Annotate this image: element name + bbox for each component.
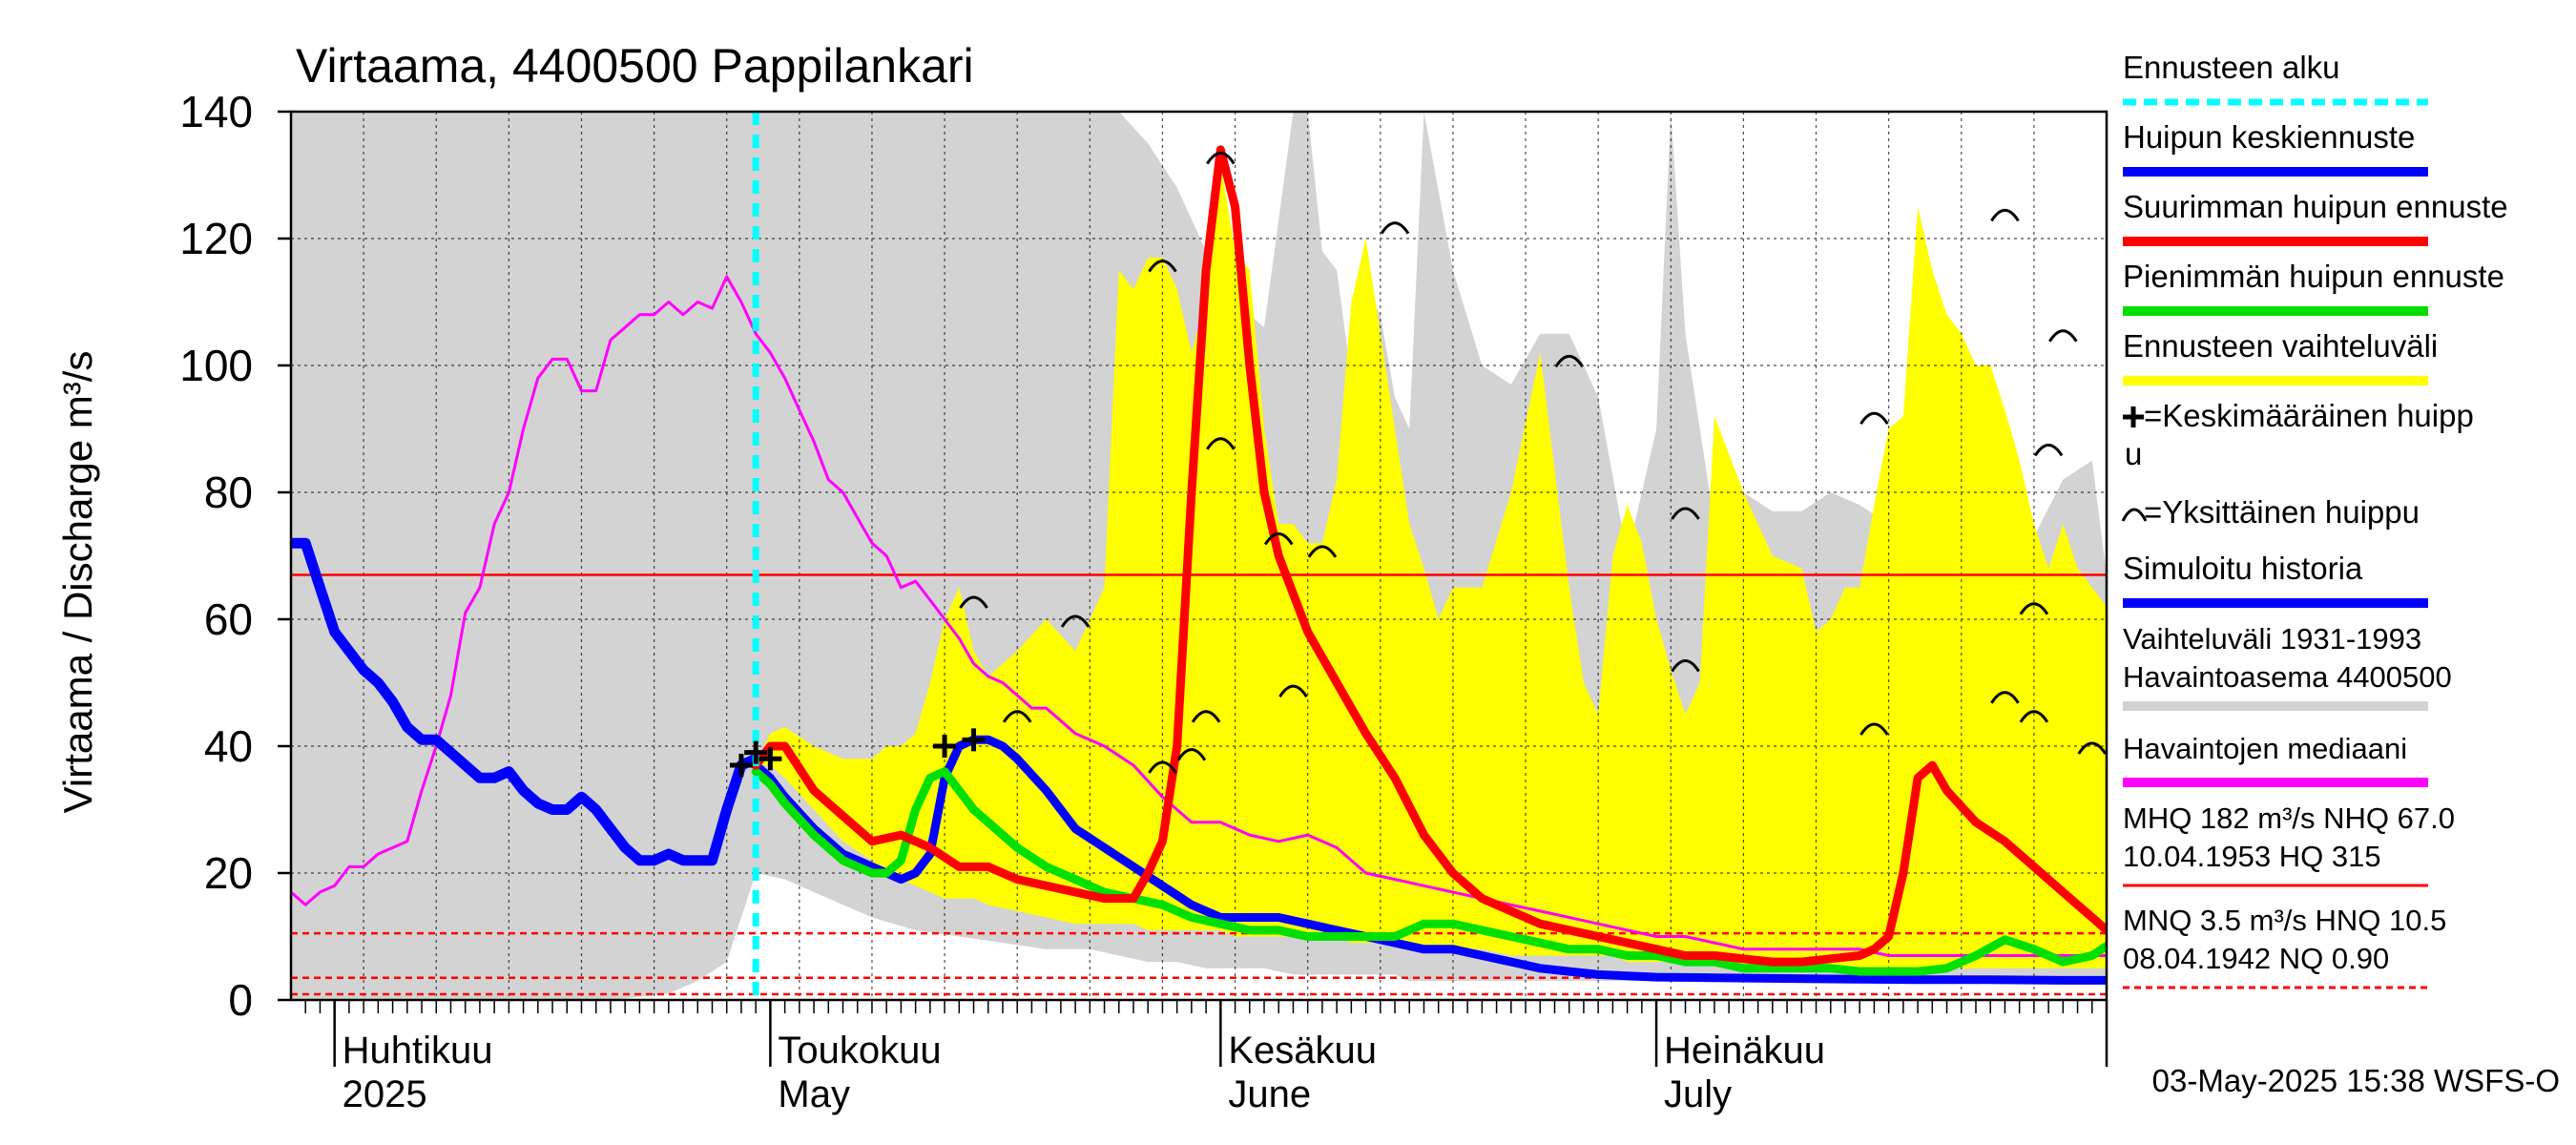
legend-item: Ennusteen alku [2123, 50, 2428, 106]
series-huipun-keskiennuste [751, 735, 2107, 985]
legend-label: =Keskimääräinen huipp [2144, 398, 2474, 433]
single-peak-marker [2019, 602, 2049, 615]
legend: Ennusteen alku Huipun keskiennuste Suurimm… [2121, 50, 2508, 989]
legend-item: =Keskimääräinen huippu [2123, 398, 2474, 471]
single-peak-marker [1554, 354, 1584, 368]
legend-label-2: Havaintoasema 4400500 [2123, 660, 2452, 694]
single-peak-marker [1002, 710, 1032, 723]
legend-label: MHQ 182 m³/s NHQ 67.0 [2123, 802, 2455, 835]
single-peak-marker [2077, 741, 2107, 755]
legend-item: =Yksittäinen huippu [2121, 494, 2420, 530]
single-peak-marker [1278, 684, 1308, 697]
month-label-fi: Heinäkuu [1664, 1030, 1825, 1072]
single-peak-marker [1859, 722, 1889, 736]
single-peak-marker [1191, 710, 1221, 723]
single-peak-marker [1148, 260, 1177, 273]
y-axis-label: Virtaama / Discharge m³/s [55, 351, 100, 814]
month-label-en: July [1664, 1073, 1732, 1115]
y-tick-label: 20 [204, 848, 253, 898]
month-label-fi: Toukokuu [778, 1030, 941, 1072]
series-suurimman-huipun-ennuste [751, 145, 2107, 967]
single-peak-marker [2033, 443, 2064, 457]
single-peak-marker [2019, 710, 2049, 723]
forecast-range-band [756, 162, 2107, 968]
legend-label: Ennusteen alku [2123, 50, 2340, 85]
legend-label: Ennusteen vaihteluväli [2123, 328, 2438, 364]
month-label-en: 2025 [343, 1073, 427, 1115]
month-label-fi: Kesäkuu [1228, 1030, 1377, 1072]
legend-label: =Yksittäinen huippu [2144, 494, 2420, 530]
plot-content [291, 112, 2164, 1000]
legend-label: Havaintojen mediaani [2123, 732, 2407, 765]
legend-item: Simuloitu historia [2123, 551, 2428, 608]
legend-item: Suurimman huipun ennuste [2123, 189, 2508, 246]
single-peak-marker [1263, 532, 1294, 546]
legend-item: Huipun keskiennuste [2123, 119, 2428, 177]
single-peak-marker [1060, 614, 1091, 628]
y-tick-label: 80 [204, 468, 253, 517]
legend-label: MNQ 3.5 m³/s HNQ 10.5 [2123, 904, 2446, 937]
legend-item: Pienimmän huipun ennuste [2123, 259, 2504, 316]
single-peak-marker [1671, 659, 1700, 673]
y-tick-label: 40 [204, 721, 253, 771]
single-peak-marker [2048, 329, 2078, 343]
y-tick-label: 60 [204, 594, 253, 644]
legend-item: Havaintojen mediaani [2123, 732, 2428, 787]
month-label-en: May [778, 1073, 850, 1115]
legend-label: Simuloitu historia [2123, 551, 2363, 586]
legend-label-2: u [2125, 436, 2142, 471]
legend-arc [2121, 508, 2148, 522]
legend-item: MNQ 3.5 m³/s HNQ 10.5 08.04.1942 NQ 0.90 [2123, 904, 2446, 989]
plot-area [291, 112, 2164, 1000]
legend-label: Pienimmän huipun ennuste [2123, 259, 2504, 294]
legend-label: Vaihteluväli 1931-1993 [2123, 622, 2421, 656]
single-peak-marker [1206, 437, 1236, 450]
single-peaks [959, 152, 2164, 774]
legend-label: Huipun keskiennuste [2123, 119, 2415, 155]
single-peak-marker [1990, 208, 2020, 222]
y-tick-label: 0 [228, 975, 253, 1025]
single-peak-marker [1307, 545, 1338, 558]
single-peak-marker [1859, 411, 1889, 426]
single-peak-marker [959, 595, 988, 609]
single-peak-marker [1206, 152, 1236, 165]
single-peak-marker [1990, 691, 2020, 704]
month-label-en: June [1228, 1073, 1311, 1115]
legend-label-2: 10.04.1953 HQ 315 [2123, 840, 2381, 873]
footer-timestamp: 03-May-2025 15:38 WSFS-O [2152, 1063, 2560, 1098]
single-peak-marker [1380, 221, 1410, 235]
series-simuloitu-historia [291, 537, 761, 866]
y-tick-label: 100 [179, 341, 253, 390]
y-tick-label: 120 [179, 214, 253, 263]
grid [291, 112, 2107, 1000]
chart-title: Virtaama, 4400500 Pappilankari [296, 39, 974, 93]
legend-item: Vaihteluväli 1931-1993 Havaintoasema 440… [2123, 622, 2452, 711]
mean-peaks [729, 728, 986, 777]
legend-item: MHQ 182 m³/s NHQ 67.0 10.04.1953 HQ 315 [2123, 802, 2455, 887]
legend-item: Ennusteen vaihteluväli [2123, 328, 2438, 385]
y-tick-label: 140 [179, 87, 253, 136]
single-peak-marker [1176, 748, 1207, 761]
single-peak-marker [1671, 507, 1700, 520]
single-peak-marker [2137, 712, 2164, 722]
single-peak-marker [1148, 760, 1177, 774]
plot-frame [289, 110, 2109, 1002]
legend-label: Suurimman huipun ennuste [2123, 189, 2508, 224]
month-label-fi: Huhtikuu [343, 1030, 493, 1072]
series-pienimmän-huipun-ennuste [751, 767, 2107, 976]
legend-label-2: 08.04.1942 NQ 0.90 [2123, 942, 2389, 975]
series-havaintojen-mediaani [291, 275, 2107, 957]
